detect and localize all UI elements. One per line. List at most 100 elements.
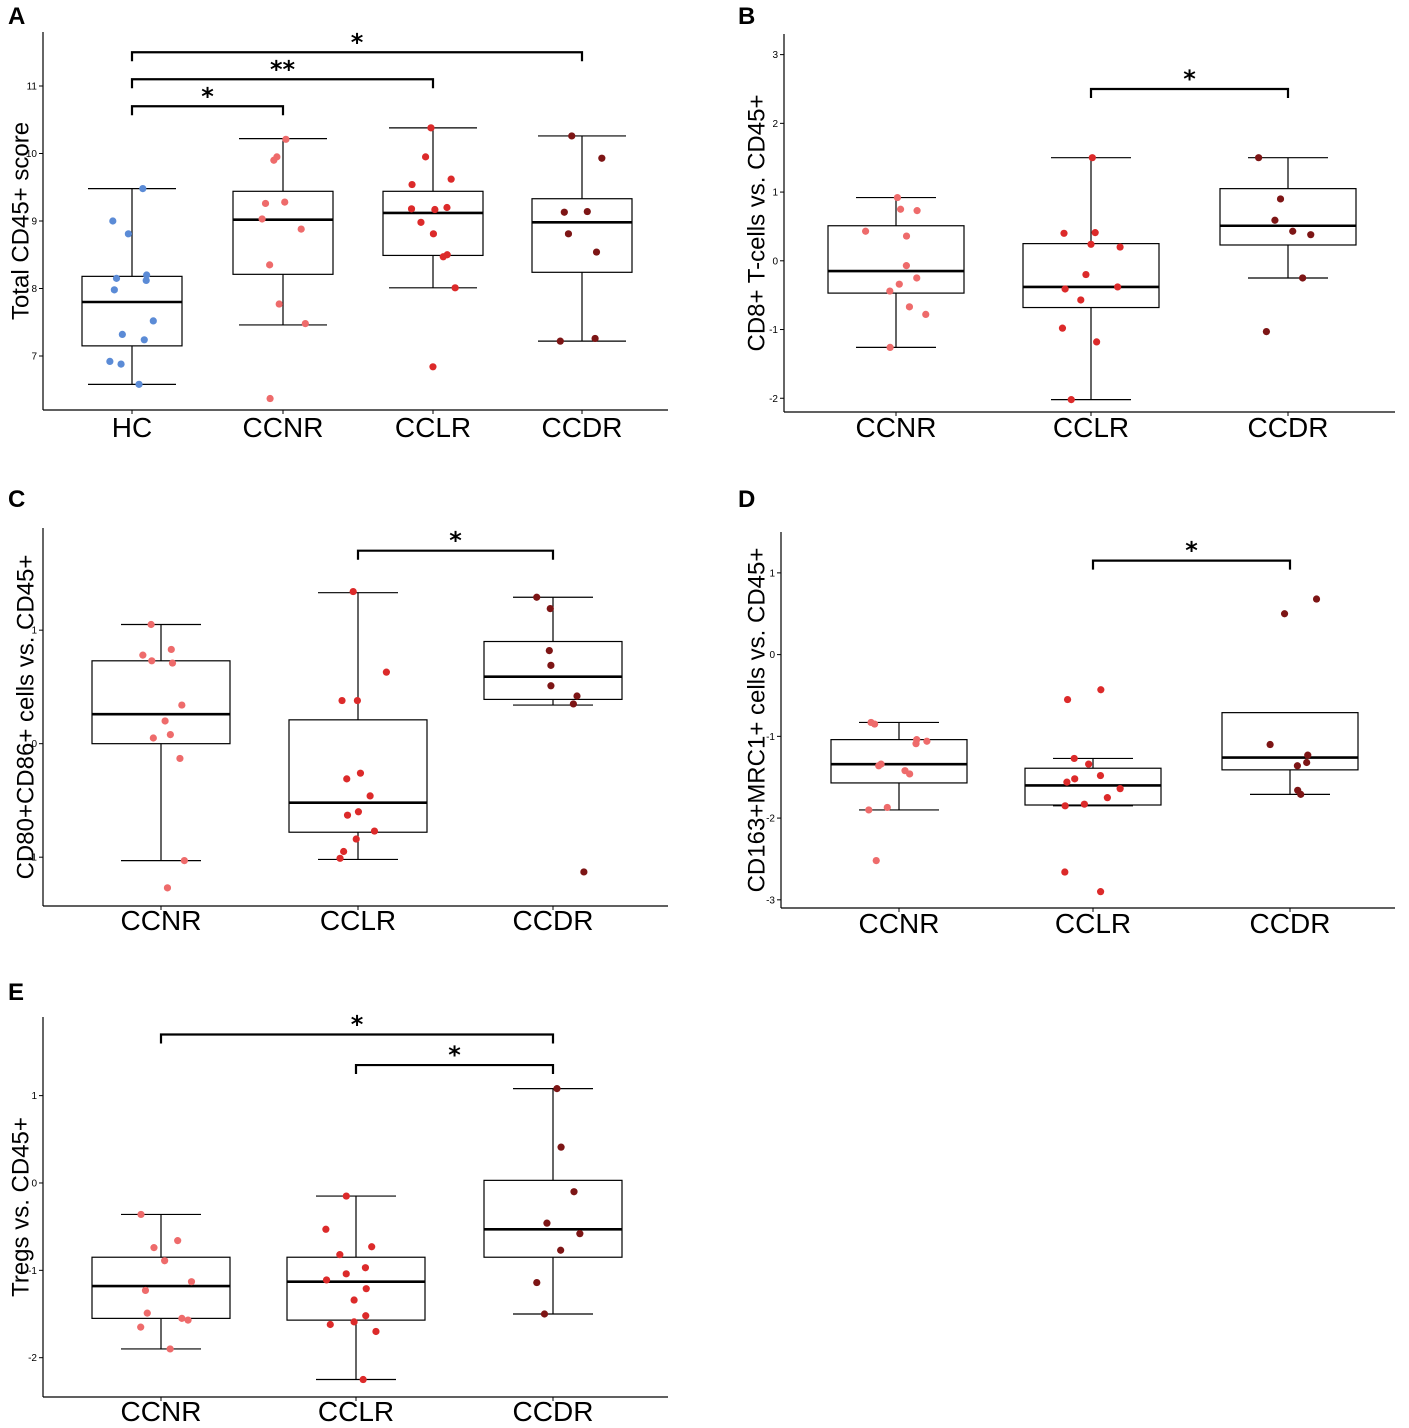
data-point [1091, 229, 1099, 237]
y-axis-label: CD8+ T-cells vs. CD45+ [743, 95, 770, 352]
data-point [533, 593, 541, 601]
panel-letter: C [8, 486, 25, 513]
y-tick-label: 2 [772, 119, 778, 130]
data-point [591, 334, 599, 343]
data-point [261, 199, 270, 208]
significance-label: * [351, 1010, 364, 1038]
data-point [1266, 740, 1274, 749]
x-tick-label-ccnr: CCNR [859, 908, 940, 939]
data-point [557, 1246, 565, 1254]
data-point [533, 1278, 541, 1287]
y-tick-label: -1 [28, 853, 37, 864]
data-point [560, 208, 568, 216]
data-point [912, 740, 920, 748]
data-point [1058, 324, 1067, 332]
data-point [905, 303, 914, 311]
data-point [1312, 595, 1321, 603]
y-tick-label: 0 [772, 256, 778, 267]
data-point [1080, 800, 1088, 808]
x-tick-label-ccnr: CCNR [121, 905, 202, 936]
significance-bracket [356, 549, 555, 560]
data-point [1085, 760, 1093, 768]
y-tick-label: 9 [31, 217, 37, 228]
y-axis-label: Tregs vs. CD45+ [7, 1117, 34, 1297]
panel-letter: A [8, 3, 25, 30]
significance-label: ** [270, 55, 296, 83]
y-tick-label: -1 [769, 325, 778, 336]
box-ccnr [91, 1256, 231, 1319]
y-axis-label: Total CD45+ score [7, 122, 34, 320]
x-tick-label-ccdr: CCDR [513, 905, 594, 936]
x-tick-label-ccdr: CCDR [1250, 908, 1331, 939]
significance-bracket [354, 1063, 555, 1075]
data-point [913, 207, 921, 215]
data-point [270, 156, 278, 164]
data-point [1255, 154, 1263, 162]
data-point [275, 300, 283, 308]
data-point [1096, 888, 1105, 896]
data-point [569, 700, 577, 708]
data-point [1304, 751, 1312, 759]
data-point [895, 280, 903, 288]
panel-letter: D [738, 486, 755, 513]
y-tick-label: 10 [26, 149, 38, 160]
x-tick-label-ccnr: CCNR [243, 412, 324, 443]
data-point [865, 806, 873, 814]
data-point [1114, 283, 1122, 291]
data-point [342, 1192, 350, 1200]
data-point [439, 253, 447, 261]
data-point [1061, 868, 1069, 876]
data-point [861, 227, 870, 235]
data-point [142, 276, 150, 284]
data-point [556, 337, 564, 345]
data-point [174, 1237, 182, 1245]
data-point [1082, 270, 1090, 279]
data-point [326, 1320, 334, 1329]
y-tick-label: 7 [31, 352, 37, 363]
data-point [135, 380, 143, 388]
box-ccdr [1221, 712, 1359, 771]
data-point [573, 692, 581, 700]
y-tick-label: -2 [769, 394, 778, 405]
data-point [1061, 285, 1069, 293]
data-point [167, 645, 175, 654]
data-point [598, 154, 606, 162]
data-point [349, 587, 357, 596]
data-point [118, 330, 126, 338]
data-point [913, 274, 921, 282]
data-point [447, 175, 455, 183]
data-point [112, 274, 121, 282]
box-ccdr [483, 1179, 623, 1258]
data-point [417, 218, 425, 226]
y-tick-label: -3 [766, 895, 775, 906]
x-tick-label-ccdr: CCDR [1248, 412, 1329, 443]
box-cclr [382, 190, 484, 257]
data-point [923, 737, 931, 745]
significance-bracket [130, 78, 435, 89]
data-point [149, 734, 157, 742]
data-point [1271, 216, 1279, 224]
data-point [443, 203, 451, 212]
data-point [139, 651, 147, 659]
data-point [1303, 758, 1311, 767]
data-point [140, 336, 148, 344]
data-point [106, 357, 114, 365]
data-point [150, 1244, 158, 1252]
data-point [580, 868, 588, 876]
data-point [368, 1243, 376, 1251]
y-tick-label: 1 [31, 626, 37, 637]
significance-bracket [159, 1033, 555, 1044]
y-tick-label: 1 [772, 188, 778, 199]
box-cclr [288, 719, 428, 833]
data-point [1070, 754, 1078, 763]
data-point [340, 847, 348, 856]
data-point [184, 1316, 192, 1324]
data-point [350, 1318, 358, 1326]
y-tick-label: -1 [766, 732, 775, 743]
data-point [362, 1312, 370, 1320]
x-tick-label-ccdr: CCDR [542, 412, 623, 443]
significance-label: * [448, 1041, 461, 1069]
x-tick-label-cclr: CCLR [1053, 412, 1129, 443]
data-point [161, 1257, 169, 1265]
data-point [1061, 802, 1069, 810]
